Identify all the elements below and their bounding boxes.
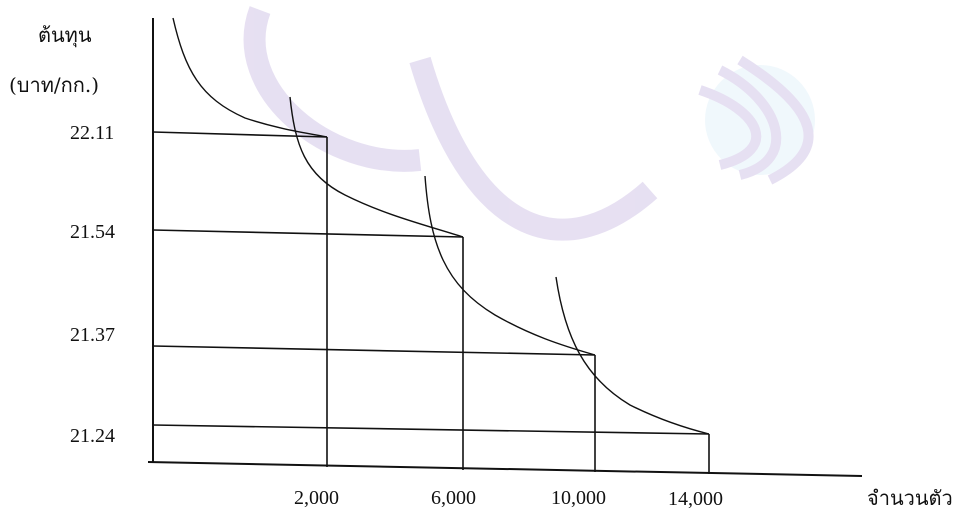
watermark-logo bbox=[243, 6, 815, 241]
y-tick-2: 21.54 bbox=[70, 221, 115, 243]
h-guide-2 bbox=[152, 229, 464, 238]
cost-curve-3 bbox=[424, 175, 596, 356]
x-tick-4: 14,000 bbox=[668, 488, 723, 510]
y-tick-1: 22.11 bbox=[70, 122, 114, 144]
cost-curve-1 bbox=[172, 17, 328, 138]
y-axis-unit: (บาท/กก.) bbox=[9, 73, 99, 97]
y-tick-3: 21.37 bbox=[70, 324, 115, 346]
cost-curve-2 bbox=[289, 96, 464, 238]
x-tick-3: 10,000 bbox=[551, 487, 606, 509]
x-axis bbox=[147, 461, 863, 477]
h-guide-3 bbox=[152, 345, 596, 356]
h-guide-4 bbox=[152, 424, 710, 435]
y-axis-title: ต้นทุน bbox=[38, 23, 92, 48]
x-tick-1: 2,000 bbox=[294, 487, 339, 509]
h-guide-1 bbox=[152, 131, 328, 138]
y-tick-4: 21.24 bbox=[70, 425, 115, 447]
cost-curve-4 bbox=[555, 276, 710, 435]
x-tick-2: 6,000 bbox=[431, 487, 476, 509]
x-axis-title: จำนวนตัว bbox=[867, 486, 953, 510]
